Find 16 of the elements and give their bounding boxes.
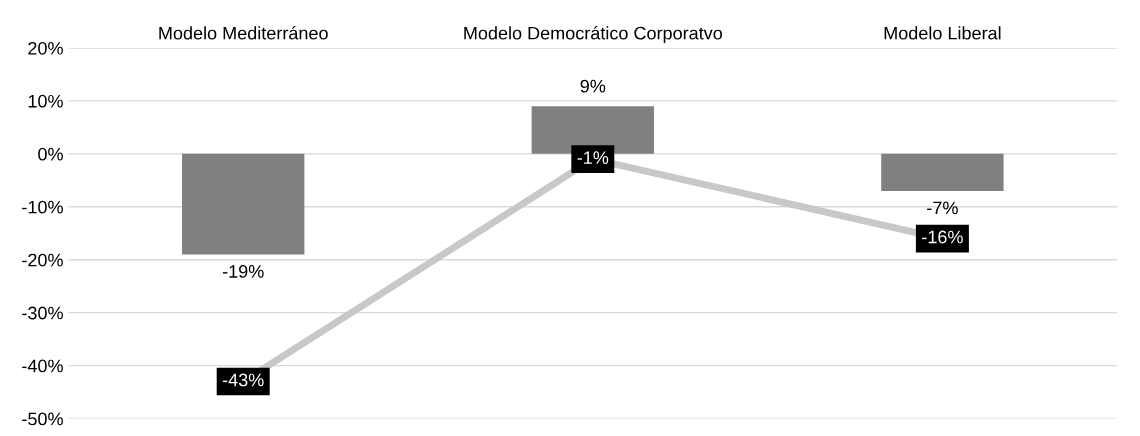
- data-label: -7%: [927, 201, 958, 215]
- y-tick-label: 0%: [38, 147, 63, 161]
- y-tick-label: -50%: [22, 412, 63, 426]
- data-label: -19%: [222, 265, 264, 278]
- data-label: -16%: [922, 230, 963, 244]
- x-tick-label: Modelo Democrático Corporatvo: [464, 26, 723, 44]
- y-tick-label: -40%: [22, 359, 63, 373]
- y-tick-label: 20%: [28, 41, 63, 55]
- data-label: 9%: [580, 79, 606, 93]
- y-tick-label: -10%: [22, 200, 63, 214]
- y-tick-label: 10%: [28, 94, 63, 108]
- y-tick-label: -30%: [22, 306, 63, 320]
- data-label: -43%: [222, 373, 264, 387]
- y-tick-label: -20%: [22, 253, 63, 267]
- x-tick-label: Modelo Liberal: [884, 26, 1001, 40]
- x-tick-label: Modelo Mediterráneo: [159, 26, 328, 40]
